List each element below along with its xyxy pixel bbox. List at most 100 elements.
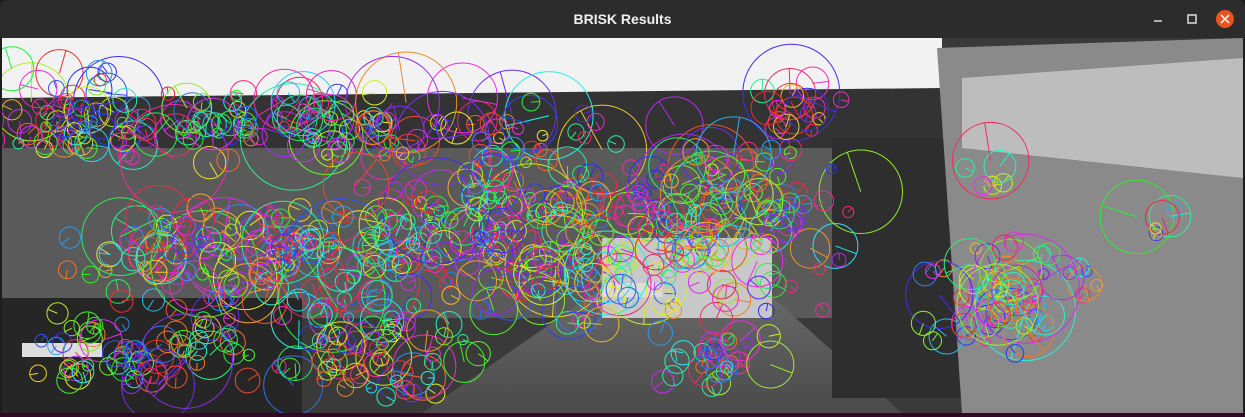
keypoint-orientation [86, 147, 98, 149]
keypoint [490, 177, 505, 192]
keypoint-orientation [424, 330, 428, 352]
keypoint [395, 146, 410, 161]
keypoint [188, 120, 201, 134]
keypoint-orientation [581, 214, 588, 227]
keypoint-orientation [443, 312, 450, 325]
keypoint-orientation [245, 106, 248, 117]
keypoint [970, 308, 1000, 338]
keypoint [241, 200, 325, 285]
keypoint [58, 226, 82, 249]
keypoint-orientation [449, 279, 452, 287]
keypoint-orientation [27, 126, 37, 135]
keypoint [724, 170, 774, 219]
keypoint [842, 205, 855, 219]
keypoint [711, 284, 739, 312]
keypoint [85, 72, 128, 115]
keypoint-orientation [709, 173, 727, 183]
keypoint-orientation [982, 177, 989, 186]
keypoint [805, 123, 819, 137]
keypoint-orientation [650, 159, 663, 179]
keypoint [202, 112, 227, 137]
keypoint [750, 233, 773, 256]
keypoint [141, 288, 166, 312]
keypoint [57, 260, 77, 280]
keypoint [203, 207, 230, 235]
keypoint-orientation [496, 225, 506, 232]
keypoint [632, 196, 648, 212]
keypoint [698, 256, 713, 271]
keypoint [773, 113, 800, 140]
keypoint-orientation [57, 376, 70, 381]
keypoint [769, 167, 787, 186]
keypoint-orientation [451, 127, 458, 144]
keypoint-orientation [918, 323, 924, 335]
keypoint-orientation [802, 202, 812, 206]
keypoint [133, 112, 178, 157]
keypoint-orientation [398, 152, 403, 159]
keypoint [322, 151, 390, 219]
keypoint-orientation [274, 247, 283, 250]
keypoint [376, 209, 398, 231]
keypoint [780, 203, 807, 230]
keypoint-orientation [498, 137, 505, 142]
keypoint-orientation [778, 115, 788, 124]
keypoint [273, 306, 293, 326]
keypoint-orientation [384, 154, 391, 158]
keypoint [706, 370, 732, 396]
keypoint-orientation [442, 130, 489, 139]
keypoint-orientation [964, 167, 974, 173]
keypoint [180, 244, 194, 258]
keypoint-orientation [273, 257, 285, 262]
keypoint-orientation [120, 218, 156, 238]
close-button[interactable] [1216, 10, 1234, 28]
keypoint-orientation [707, 164, 713, 171]
keypoint [316, 321, 366, 371]
keypoint-orientation [19, 84, 39, 90]
keypoint-orientation [4, 47, 13, 69]
keypoint-orientation [1084, 284, 1090, 301]
keypoint [71, 360, 95, 384]
keypoint-orientation [812, 80, 829, 84]
keypoint [695, 116, 772, 193]
keypoint-orientation [256, 215, 269, 218]
keypoint [235, 214, 287, 266]
keypoint [365, 382, 378, 394]
keypoint-orientation [988, 313, 999, 321]
keypoint-orientation [146, 256, 163, 277]
keypoint [578, 257, 594, 273]
keypoint-orientation [615, 273, 621, 275]
keypoint-orientation [315, 108, 320, 128]
keypoint [905, 260, 974, 329]
keypoint-orientation [144, 261, 148, 267]
keypoint [406, 128, 429, 151]
keypoint [249, 261, 273, 285]
keypoint-orientation [29, 372, 39, 376]
keypoint-orientation [256, 136, 260, 145]
keypoint [12, 137, 25, 150]
keypoint-orientation [98, 60, 104, 74]
keypoint [121, 348, 195, 413]
keypoint-orientation [428, 228, 433, 239]
keypoint [110, 132, 128, 150]
maximize-button[interactable] [1187, 14, 1197, 24]
keypoint [400, 275, 417, 291]
keypoint-orientation [177, 261, 194, 278]
keypoint-orientation [200, 101, 203, 111]
keypoint-orientation [773, 283, 786, 290]
keypoint-orientation [382, 121, 393, 124]
keypoint [355, 110, 391, 146]
keypoint [276, 94, 324, 142]
keypoint-orientation [847, 207, 853, 213]
keypoint [170, 329, 197, 356]
keypoint [1148, 195, 1192, 238]
keypoint-orientation [319, 340, 322, 349]
keypoint [482, 190, 496, 205]
keypoint-orientation [500, 174, 506, 182]
keypoint [987, 277, 1032, 322]
keypoint-orientation [156, 240, 162, 252]
keypoint-orientation [477, 247, 485, 257]
keypoint [951, 305, 986, 341]
keypoint [583, 306, 620, 343]
keypoint-orientation [669, 174, 672, 182]
keypoint-orientation [65, 269, 68, 279]
